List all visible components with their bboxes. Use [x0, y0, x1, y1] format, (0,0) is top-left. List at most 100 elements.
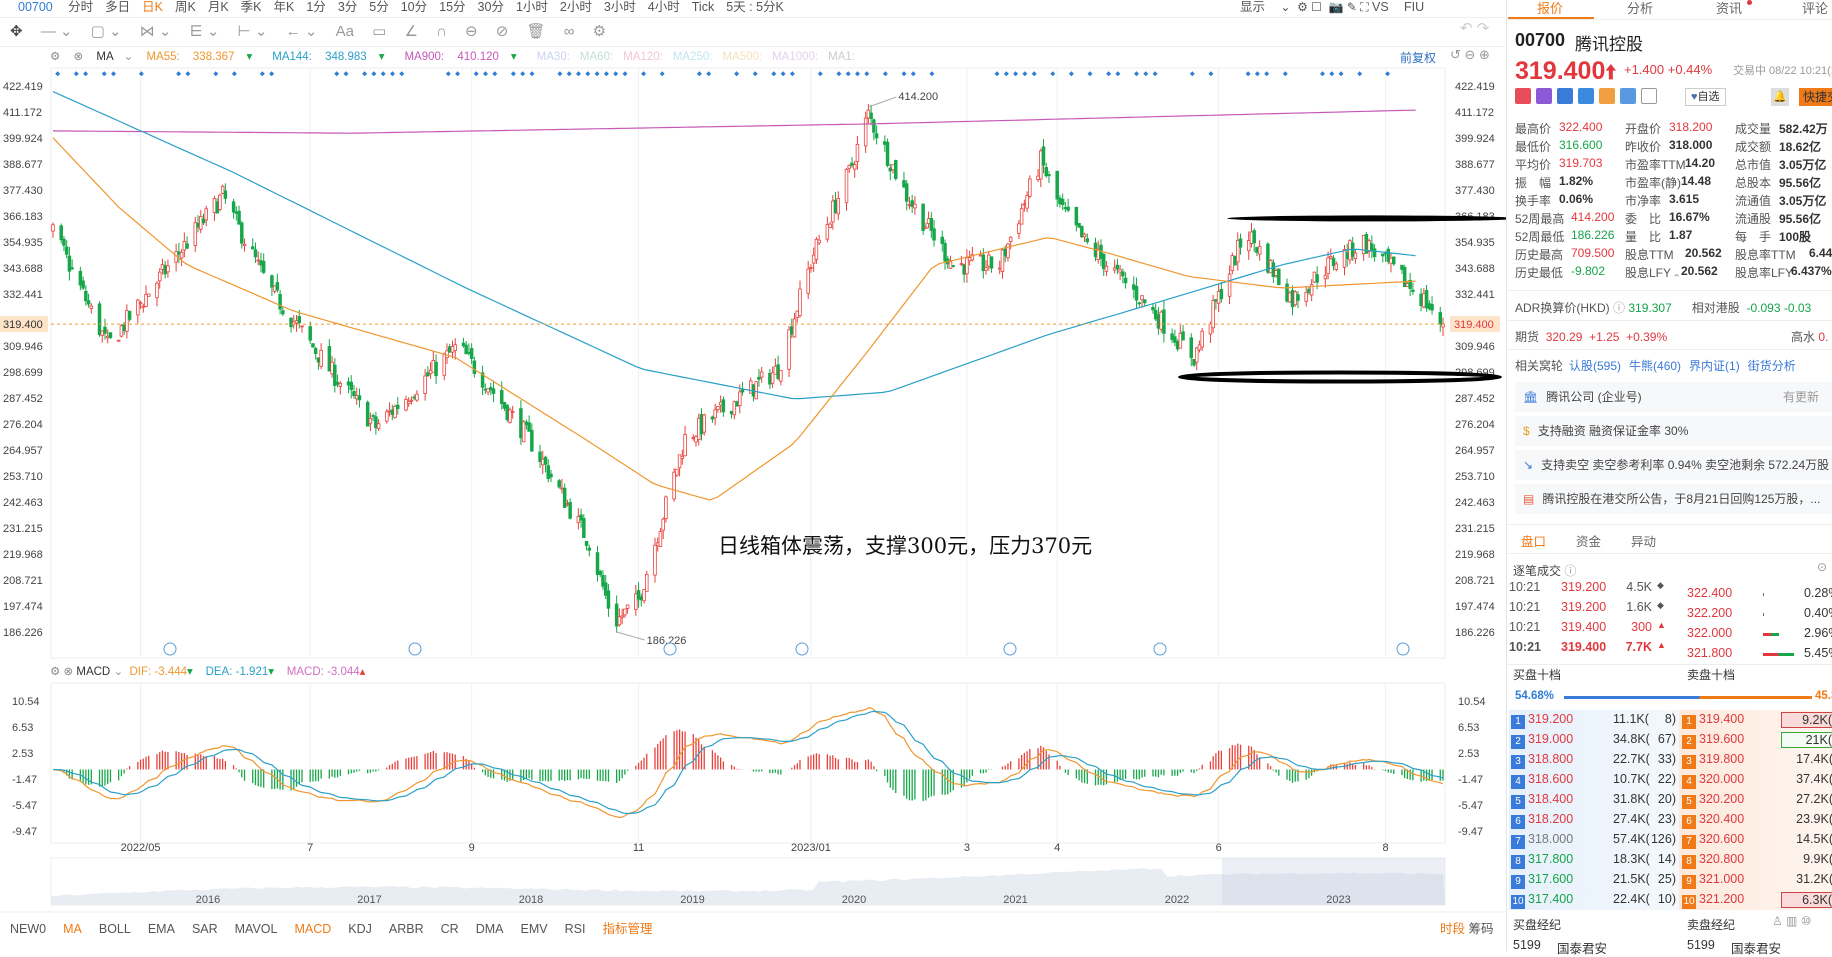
navigator-window[interactable]: [1222, 858, 1445, 905]
ask-price[interactable]: 320.200: [1699, 792, 1745, 806]
period-tab[interactable]: Tick: [691, 0, 715, 14]
event-dot[interactable]: [1134, 71, 1139, 77]
period-tab[interactable]: 3小时: [603, 0, 636, 14]
collapse-icon[interactable]: ⌃: [1672, 273, 1682, 285]
ma-inactive[interactable]: MA250:: [672, 51, 713, 63]
bid-price[interactable]: 318.600: [1528, 772, 1574, 786]
event-dot[interactable]: [1003, 71, 1009, 77]
period-tab[interactable]: 1分: [306, 0, 326, 14]
ask-price[interactable]: 320.800: [1699, 852, 1745, 866]
event-dot[interactable]: [734, 71, 740, 77]
event-dot[interactable]: [557, 71, 563, 77]
link-icon[interactable]: ∞: [563, 23, 575, 40]
event-dot[interactable]: [343, 71, 349, 77]
exchange-icon[interactable]: [1557, 88, 1573, 104]
ask-price[interactable]: 321.000: [1699, 872, 1745, 886]
event-dot[interactable]: [1106, 71, 1112, 77]
period-tab[interactable]: 年K: [273, 0, 295, 14]
event-dot[interactable]: [1338, 71, 1344, 77]
event-dot[interactable]: [576, 71, 581, 77]
indicator-tab[interactable]: NEW0: [10, 922, 47, 936]
broker-name[interactable]: 国泰君安: [1557, 942, 1608, 956]
settings-icon[interactable]: ⚙: [592, 23, 607, 40]
ask-price[interactable]: 321.200: [1699, 892, 1745, 906]
event-dot[interactable]: [483, 71, 488, 77]
ask-price[interactable]: 320.400: [1699, 812, 1745, 826]
info-card[interactable]: 🏛 腾讯公司 (企业号) 有更新: [1515, 382, 1832, 412]
period-tab[interactable]: 月K: [207, 0, 229, 14]
magnet-icon[interactable]: ∩: [436, 23, 447, 40]
gear-icon[interactable]: ⚙: [50, 51, 61, 63]
period-tab[interactable]: 周K: [174, 0, 196, 14]
indicator-tab[interactable]: CR: [440, 922, 459, 936]
indicator-tab[interactable]: MA: [63, 922, 82, 936]
ma-inactive[interactable]: MA30:: [536, 51, 570, 63]
event-dot[interactable]: [473, 71, 479, 77]
event-dot[interactable]: [613, 71, 619, 77]
bid-price[interactable]: 318.400: [1528, 792, 1574, 806]
broker-name[interactable]: 国泰君安: [1731, 942, 1782, 956]
event-dot[interactable]: [73, 71, 79, 77]
event-dot[interactable]: [1087, 71, 1093, 77]
event-dot[interactable]: [641, 71, 647, 77]
event-dot[interactable]: [259, 71, 265, 77]
channel-tool-icon[interactable]: ⋿ ⌄: [189, 23, 220, 40]
tab-chips[interactable]: 筹码: [1468, 922, 1494, 936]
event-dot[interactable]: [83, 71, 89, 77]
event-dot[interactable]: [845, 71, 851, 77]
watchlist-button[interactable]: ♥自选: [1685, 88, 1726, 106]
event-dot[interactable]: [585, 71, 591, 77]
tab-capital[interactable]: 资金: [1576, 535, 1602, 549]
indicator-tab[interactable]: DMA: [475, 922, 504, 936]
ask-price[interactable]: 319.600: [1699, 732, 1745, 746]
bid-price[interactable]: 318.800: [1528, 752, 1574, 766]
event-dot[interactable]: [111, 71, 116, 77]
ma-inactive[interactable]: MA1000:: [772, 51, 819, 63]
event-dot[interactable]: [1022, 71, 1028, 77]
event-dot[interactable]: [1357, 71, 1363, 77]
indicator-tab[interactable]: KDJ: [348, 922, 372, 936]
period-tab[interactable]: 4小时: [647, 0, 680, 14]
period-tab[interactable]: 2小时: [559, 0, 592, 14]
info-icon[interactable]: ⓘ: [1564, 564, 1577, 578]
indicator-tab[interactable]: MAVOL: [234, 922, 278, 936]
event-dot[interactable]: [269, 71, 275, 77]
event-dot[interactable]: [706, 71, 712, 77]
indicator-tab[interactable]: ARBR: [388, 922, 424, 936]
tab-movement[interactable]: 异动: [1631, 535, 1657, 549]
close-icon[interactable]: ⊗: [73, 51, 84, 63]
event-dot[interactable]: [1143, 71, 1149, 77]
event-dot[interactable]: [380, 71, 386, 77]
period-tab[interactable]: 季K: [240, 0, 262, 14]
event-dot[interactable]: [101, 71, 107, 77]
warrant-link[interactable]: 认股(595): [1569, 359, 1622, 373]
note-tool-icon[interactable]: ▭: [372, 23, 387, 40]
indicator-tab[interactable]: MACD: [294, 922, 332, 936]
event-dot[interactable]: [1152, 71, 1158, 77]
tab-comments[interactable]: 评论: [1802, 1, 1829, 16]
warrant-link[interactable]: 牛熊(460): [1629, 359, 1682, 373]
event-dot[interactable]: [1329, 71, 1335, 77]
ask-price[interactable]: 320.600: [1699, 832, 1745, 846]
ask-price[interactable]: 319.800: [1699, 752, 1745, 766]
trash-icon[interactable]: 🗑: [526, 23, 546, 40]
short-icon[interactable]: [1599, 88, 1615, 104]
info-card[interactable]: $ 支持融资 融资保证金率 30%: [1515, 416, 1832, 446]
broker-icons[interactable]: ♙ ▥ ⑩: [1772, 914, 1812, 928]
hide-icon[interactable]: ⊘: [495, 23, 509, 40]
event-dot[interactable]: [566, 71, 572, 77]
warrant-link[interactable]: 界内证(1): [1689, 359, 1740, 373]
measure-tool-icon[interactable]: ⊢ ⌄: [237, 23, 268, 40]
event-dot[interactable]: [1245, 71, 1251, 77]
event-dot[interactable]: [594, 71, 600, 77]
display-menu[interactable]: 显示 ⌄ ⚙ ☐ 📷 ✎ ⛶ VS FIU: [1240, 0, 1425, 14]
event-dot[interactable]: [55, 71, 61, 77]
tab-orderbook[interactable]: 盘口: [1521, 535, 1547, 549]
close-icon[interactable]: ⊗: [63, 666, 74, 678]
event-dot[interactable]: [910, 71, 916, 77]
bid-price[interactable]: 317.800: [1528, 852, 1574, 866]
period-tab[interactable]: 日K: [142, 0, 163, 14]
line-tool-icon[interactable]: — ⌄: [40, 23, 73, 40]
event-dot[interactable]: [185, 71, 191, 77]
event-marker[interactable]: [163, 642, 177, 656]
